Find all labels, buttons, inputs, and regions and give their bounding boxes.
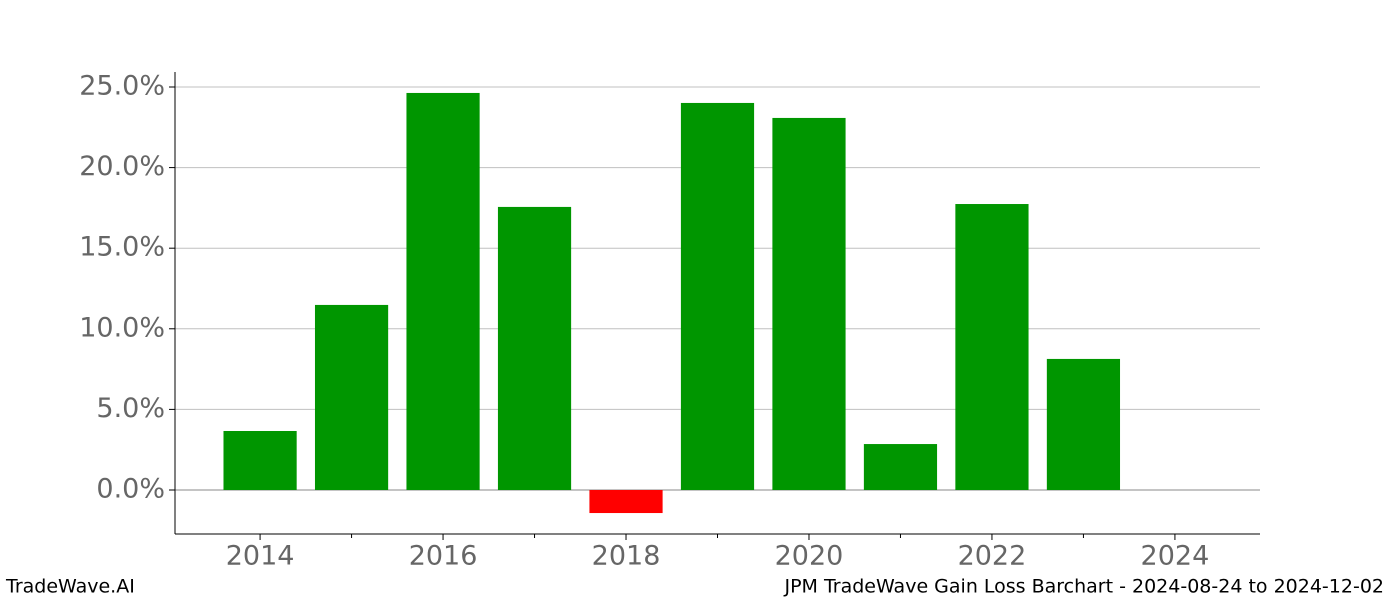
y-tick-label: 15.0%	[79, 232, 165, 263]
x-tick-label: 2022	[958, 541, 1027, 572]
bar	[772, 117, 846, 490]
bar	[497, 206, 572, 490]
bar	[680, 102, 755, 490]
chart-title: JPM TradeWave Gain Loss Barchart - 2024-…	[783, 576, 1384, 598]
bar	[223, 430, 297, 490]
bar	[406, 92, 480, 490]
y-tick-label: 20.0%	[79, 151, 165, 182]
bar	[863, 444, 938, 490]
y-tick-label: 10.0%	[79, 312, 165, 343]
bar	[589, 489, 663, 514]
x-tick-label: 2018	[592, 541, 661, 572]
bar	[314, 304, 389, 490]
x-tick-label: 2014	[226, 541, 295, 572]
y-tick-label: 25.0%	[79, 70, 165, 101]
bar	[955, 204, 1029, 490]
x-tick-label: 2020	[775, 541, 844, 572]
x-tick-label: 2016	[409, 541, 478, 572]
y-tick-label: 5.0%	[96, 393, 165, 424]
brand: TradeWave.AI	[5, 576, 135, 598]
bar	[1046, 358, 1121, 490]
y-tick-label: 0.0%	[96, 473, 165, 504]
x-tick-label: 2024	[1141, 541, 1210, 572]
